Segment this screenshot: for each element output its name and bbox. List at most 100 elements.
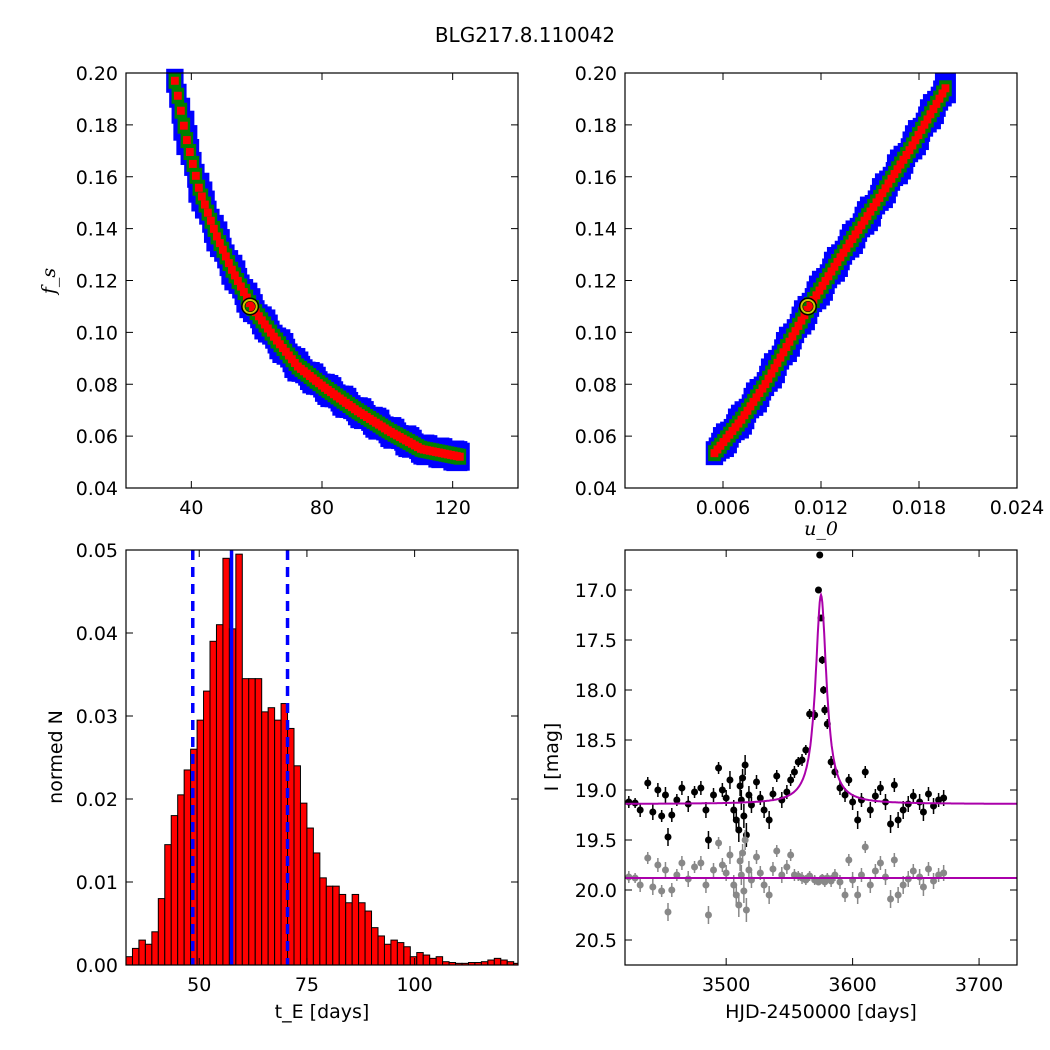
region-cell-1-sigma (239, 288, 248, 297)
y-axis-label: normed N (45, 710, 67, 804)
region-cell-1-sigma (839, 248, 848, 257)
data-point (739, 849, 747, 857)
y-tick-label: 0.12 (76, 271, 118, 293)
region-cell-1-sigma (875, 193, 884, 202)
data-point (710, 791, 718, 799)
histogram-bar (345, 902, 353, 966)
data-point (909, 867, 917, 875)
x-tick-label: 50 (187, 974, 211, 996)
y-tick-label: 0.06 (76, 426, 118, 448)
region-cell-1-sigma (254, 312, 263, 321)
histogram-bar (396, 942, 405, 966)
y-tick-label: 0.16 (76, 167, 118, 189)
data-point (871, 867, 879, 875)
y-tick-label: 0.04 (76, 478, 118, 500)
region-cell-1-sigma (215, 239, 224, 248)
histogram-bar (422, 954, 431, 966)
region-cell-1-sigma (938, 89, 947, 98)
y-tick-label: 0.14 (76, 219, 118, 241)
region-cell-1-sigma (767, 369, 776, 378)
x-tick-label: 3700 (955, 974, 1003, 996)
region-cell-1-sigma (212, 232, 221, 241)
data-point (924, 790, 932, 798)
region-cell-1-sigma (203, 208, 212, 217)
histogram-bar (325, 885, 334, 966)
data-point (741, 761, 749, 769)
data-point (919, 808, 927, 816)
data-point (790, 768, 798, 776)
data-point (890, 856, 898, 864)
histogram-bar (125, 956, 133, 966)
region-cell-1-sigma (773, 358, 782, 367)
confidence-regions (705, 73, 956, 466)
region-cell-1-sigma (794, 321, 803, 330)
region-cell-1-sigma (935, 94, 944, 103)
y-tick-label: 0.10 (76, 322, 118, 344)
region-2-sigma (168, 72, 467, 465)
data-point (769, 865, 777, 873)
histogram-bar (383, 943, 392, 966)
region-cell-1-sigma (224, 259, 233, 268)
region-cell-1-sigma (221, 252, 230, 261)
region-cell-1-sigma (803, 305, 812, 314)
histogram-bar (151, 931, 159, 966)
data-point (894, 891, 902, 899)
data-point (845, 856, 853, 864)
y-tick-label: 0.14 (575, 219, 617, 241)
histogram-bar (183, 769, 192, 966)
region-cell-1-sigma (902, 150, 911, 159)
x-tick-label: 0.012 (794, 497, 848, 519)
confidence-regions (166, 68, 470, 472)
y-tick-label: 0.01 (76, 872, 118, 894)
region-1-sigma (710, 84, 950, 458)
histogram-bar (293, 765, 301, 966)
x-axis-label: u_0 (804, 518, 838, 540)
histogram-bar (493, 957, 502, 966)
region-cell-1-sigma (824, 272, 833, 281)
region-cell-1-sigma (833, 257, 842, 266)
data-point (735, 826, 743, 834)
data-point (783, 788, 791, 796)
data-point (887, 895, 895, 903)
y-tick-label: 0.03 (76, 706, 118, 728)
region-cell-1-sigma (932, 99, 941, 108)
data-point (778, 871, 786, 879)
data-point (899, 806, 907, 814)
data-point (783, 863, 791, 871)
region-cell-1-sigma (746, 402, 755, 411)
region-cell-1-sigma (188, 159, 197, 168)
region-cell-1-sigma (878, 189, 887, 198)
region-cell-1-sigma (836, 253, 845, 262)
region-cell-1-sigma (923, 115, 932, 124)
region-cell-1-sigma (266, 328, 275, 337)
region-cell-1-sigma (914, 131, 923, 140)
panel-tE-fs: 40 80 120 0.04 0.06 0.08 0.10 0.12 0.14 0.16 0.18 0… (38, 63, 519, 519)
data-point (654, 786, 662, 794)
region-cell-1-sigma (881, 184, 890, 193)
region-cell-1-sigma (179, 121, 188, 130)
region-cell-1-sigma (758, 384, 767, 393)
region-cell-1-sigma (260, 320, 269, 329)
x-axis-label: t_E [days] (275, 1001, 370, 1023)
panel-tE-histogram: 50 75 100 0.00 0.01 0.02 0.03 0.04 0.05 t_E [days… (45, 540, 519, 1023)
data-point (745, 791, 753, 799)
x-tick-label: 80 (310, 497, 334, 519)
histogram-bar (241, 678, 250, 966)
y-tick-label: 0.04 (76, 623, 118, 645)
x-tick-label: 100 (396, 974, 432, 996)
data-point (756, 794, 764, 802)
region-cell-1-sigma (815, 286, 824, 295)
data-point (798, 756, 806, 764)
data-series-observed (625, 551, 948, 849)
histogram-bar (254, 678, 263, 966)
x-tick-label: 3600 (828, 974, 876, 996)
plot-frame (125, 72, 519, 489)
region-cell-1-sigma (800, 311, 809, 320)
data-point (726, 776, 734, 784)
data-point (760, 881, 768, 889)
data-point (742, 906, 750, 914)
data-point (857, 871, 865, 879)
histogram-bar (222, 557, 230, 966)
histogram-bar (409, 956, 418, 966)
